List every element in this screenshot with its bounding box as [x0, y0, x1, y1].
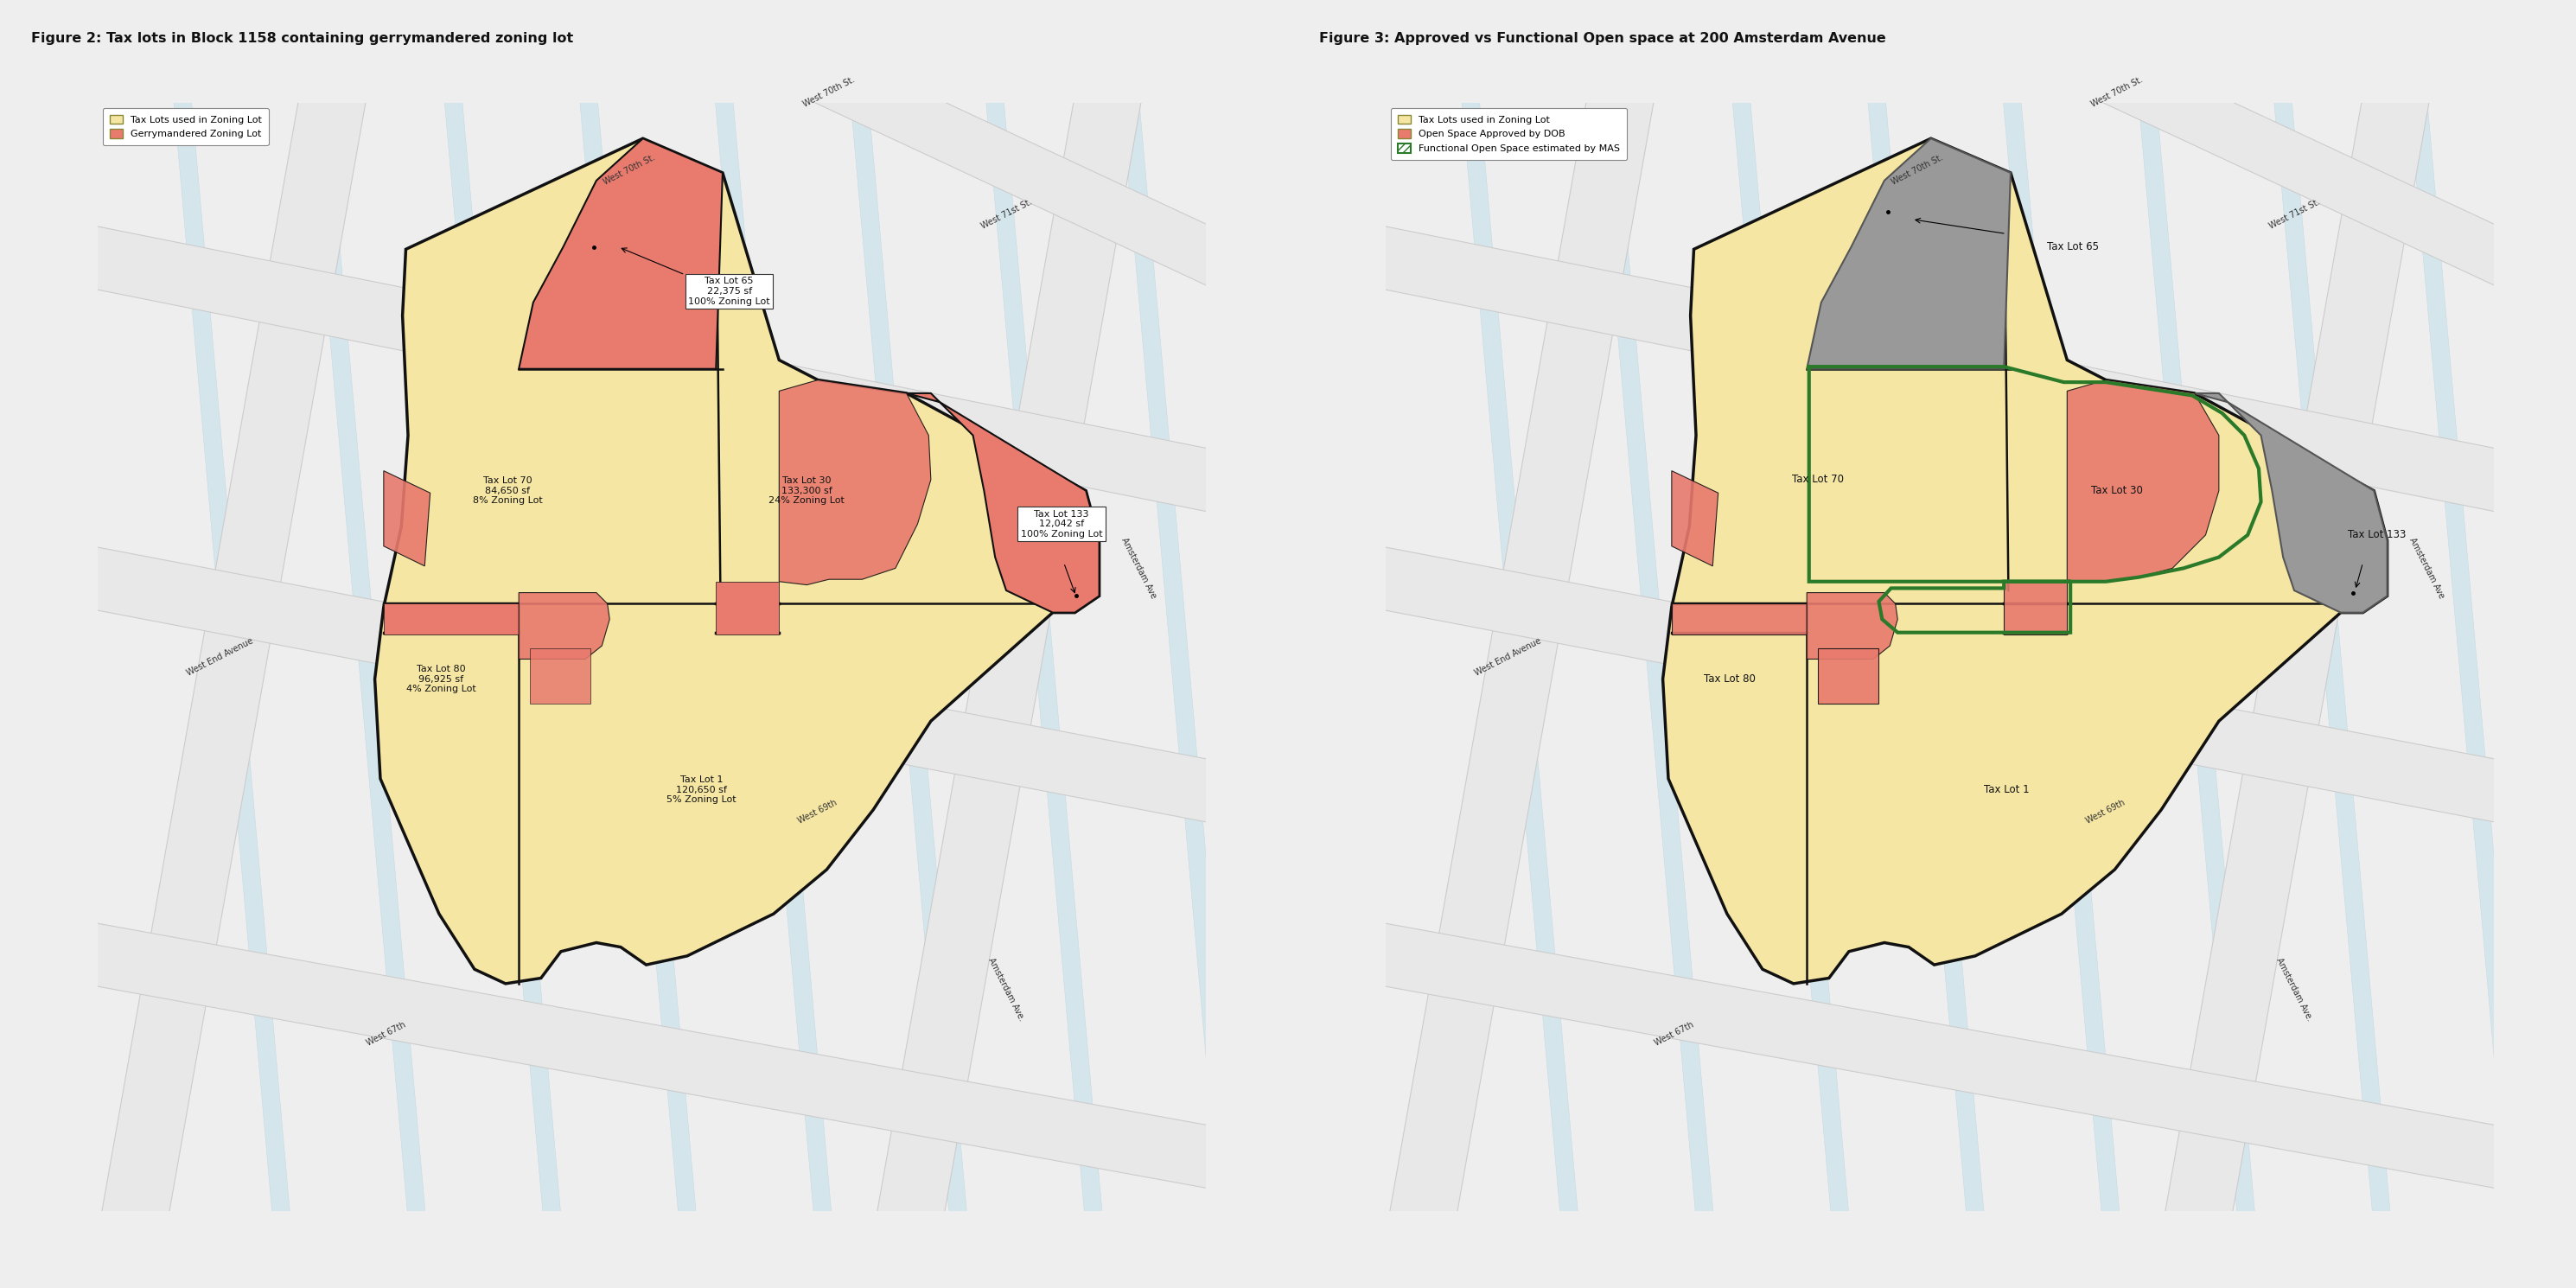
Polygon shape — [440, 46, 569, 1288]
Polygon shape — [2195, 393, 2388, 613]
Polygon shape — [1728, 46, 1857, 1288]
Polygon shape — [1458, 46, 1584, 1288]
Text: Amsterdam Ave.: Amsterdam Ave. — [987, 956, 1025, 1023]
Text: Tax Lot 133
12,042 sf
100% Zoning Lot: Tax Lot 133 12,042 sf 100% Zoning Lot — [1020, 510, 1103, 538]
Text: Amsterdam Ave.: Amsterdam Ave. — [2275, 956, 2313, 1023]
Text: Tax Lot 30
133,300 sf
24% Zoning Lot: Tax Lot 30 133,300 sf 24% Zoning Lot — [768, 477, 845, 505]
Polygon shape — [778, 380, 930, 585]
Polygon shape — [1806, 139, 2012, 368]
Text: Tax Lot 80: Tax Lot 80 — [1703, 674, 1754, 685]
Text: Tax Lot 30: Tax Lot 30 — [2092, 486, 2143, 496]
Polygon shape — [2133, 46, 2262, 1288]
Polygon shape — [2269, 46, 2398, 1288]
Polygon shape — [1118, 46, 1244, 1288]
Polygon shape — [1324, 538, 2555, 831]
Text: Tax Lot 80
96,925 sf
4% Zoning Lot: Tax Lot 80 96,925 sf 4% Zoning Lot — [407, 665, 477, 693]
Text: West 67th: West 67th — [366, 1020, 407, 1047]
Text: West 70th St.: West 70th St. — [1891, 153, 1945, 187]
Text: West 70th St.: West 70th St. — [603, 153, 657, 187]
Polygon shape — [2406, 46, 2532, 1288]
Polygon shape — [2038, 23, 2561, 305]
Polygon shape — [981, 46, 1110, 1288]
Text: Tax Lot 65: Tax Lot 65 — [2048, 241, 2099, 252]
Polygon shape — [845, 46, 974, 1288]
Text: Tax Lot 1: Tax Lot 1 — [1984, 784, 2030, 796]
Polygon shape — [863, 43, 1149, 1288]
Text: West 71st St.: West 71st St. — [2267, 197, 2321, 231]
Polygon shape — [1664, 139, 2388, 984]
Polygon shape — [2004, 582, 2066, 635]
Polygon shape — [1862, 46, 1991, 1288]
Text: West 67th: West 67th — [1654, 1020, 1695, 1047]
Polygon shape — [304, 46, 433, 1288]
Polygon shape — [384, 604, 518, 635]
Polygon shape — [574, 46, 703, 1288]
Polygon shape — [750, 23, 1273, 305]
Polygon shape — [531, 648, 590, 703]
Text: West End Avenue: West End Avenue — [185, 636, 255, 677]
Polygon shape — [88, 43, 374, 1288]
Polygon shape — [2151, 43, 2437, 1288]
Polygon shape — [36, 538, 1267, 831]
Text: West 70th St.: West 70th St. — [801, 75, 855, 108]
Polygon shape — [1386, 44, 1651, 1288]
Polygon shape — [1672, 604, 1806, 635]
Text: Tax Lot 133: Tax Lot 133 — [2349, 529, 2406, 541]
Text: Tax Lot 70: Tax Lot 70 — [1793, 474, 1844, 486]
Polygon shape — [1672, 471, 1718, 565]
Polygon shape — [2161, 44, 2427, 1288]
Polygon shape — [1592, 46, 1721, 1288]
Polygon shape — [2066, 380, 2218, 582]
Polygon shape — [36, 216, 1267, 522]
Text: Tax Lot 70
84,650 sf
8% Zoning Lot: Tax Lot 70 84,650 sf 8% Zoning Lot — [474, 477, 544, 505]
Polygon shape — [384, 471, 430, 565]
Polygon shape — [170, 46, 296, 1288]
Polygon shape — [1819, 648, 1878, 703]
Text: West 69th: West 69th — [2084, 799, 2128, 826]
Text: West 70th St.: West 70th St. — [2089, 75, 2143, 108]
Text: West 71st St.: West 71st St. — [979, 197, 1033, 231]
Polygon shape — [1806, 592, 1899, 659]
Polygon shape — [1324, 914, 2555, 1197]
Text: Amsterdam Ave: Amsterdam Ave — [2409, 537, 2447, 600]
Legend: Tax Lots used in Zoning Lot, Open Space Approved by DOB, Functional Open Space e: Tax Lots used in Zoning Lot, Open Space … — [1391, 108, 1625, 160]
Legend: Tax Lots used in Zoning Lot, Gerrymandered Zoning Lot: Tax Lots used in Zoning Lot, Gerrymander… — [103, 108, 268, 146]
Polygon shape — [518, 139, 724, 368]
Polygon shape — [36, 914, 1267, 1197]
Polygon shape — [1324, 216, 2555, 522]
Text: Tax Lot 1
120,650 sf
5% Zoning Lot: Tax Lot 1 120,650 sf 5% Zoning Lot — [667, 775, 737, 804]
Text: Tax Lot 65
22,375 sf
100% Zoning Lot: Tax Lot 65 22,375 sf 100% Zoning Lot — [688, 277, 770, 305]
Polygon shape — [907, 393, 1100, 613]
Polygon shape — [376, 139, 1100, 984]
Text: Figure 2: Tax lots in Block 1158 containing gerrymandered zoning lot: Figure 2: Tax lots in Block 1158 contain… — [31, 32, 572, 45]
Text: Figure 3: Approved vs Functional Open space at 200 Amsterdam Avenue: Figure 3: Approved vs Functional Open sp… — [1319, 32, 1886, 45]
Polygon shape — [518, 592, 611, 659]
Polygon shape — [711, 46, 840, 1288]
Text: West End Avenue: West End Avenue — [1473, 636, 1543, 677]
Polygon shape — [873, 44, 1139, 1288]
Polygon shape — [1376, 43, 1662, 1288]
Text: West 69th: West 69th — [796, 799, 840, 826]
Polygon shape — [1999, 46, 2128, 1288]
Polygon shape — [98, 44, 363, 1288]
Text: Amsterdam Ave: Amsterdam Ave — [1121, 537, 1159, 600]
Polygon shape — [716, 582, 778, 635]
